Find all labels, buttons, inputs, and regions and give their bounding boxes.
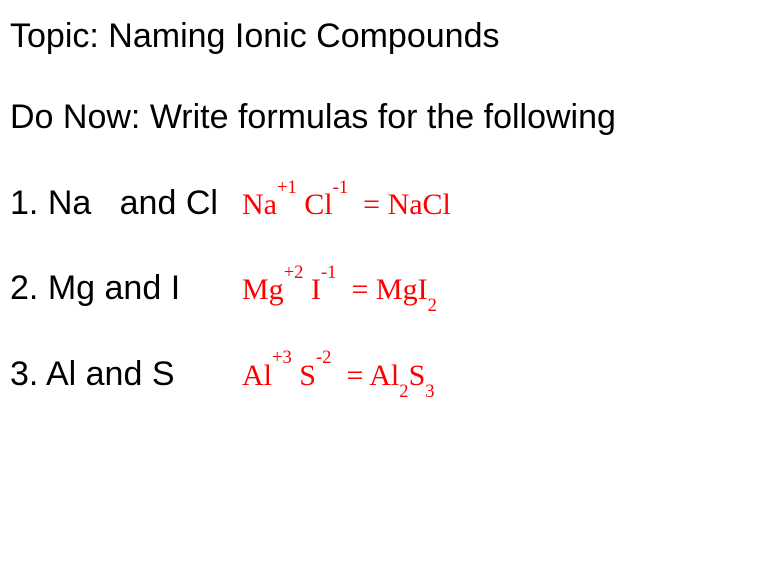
item-element-b: S bbox=[152, 355, 175, 393]
cation-charge: +1 bbox=[277, 177, 297, 198]
item-element-a: Na bbox=[48, 184, 91, 222]
anion-symbol: I bbox=[311, 273, 321, 306]
anion-symbol: S bbox=[299, 359, 316, 392]
item-element-a: Mg bbox=[48, 269, 95, 307]
list-item: 1. Na and Cl Na+1 Cl-1 = NaCl bbox=[10, 185, 758, 222]
item-number: 1. bbox=[10, 184, 38, 222]
do-now-text: Write formulas for the following bbox=[150, 98, 616, 136]
topic-text: Naming Ionic Compounds bbox=[108, 17, 499, 55]
slide: Topic: Naming Ionic Compounds Do Now: Wr… bbox=[0, 0, 768, 451]
cation-symbol: Na bbox=[242, 188, 277, 221]
list-item: 3. Al and S Al+3 S-2 = Al2S3 bbox=[10, 356, 758, 393]
formula-part: Al bbox=[369, 359, 399, 392]
formula-sub: 2 bbox=[428, 295, 437, 316]
formula-part: MgI bbox=[376, 273, 428, 306]
item-element-b: Cl bbox=[186, 184, 218, 222]
formula-part: NaCl bbox=[388, 188, 451, 221]
equals-sign: = bbox=[363, 188, 380, 221]
item-number: 3. bbox=[10, 355, 38, 393]
anion-symbol: Cl bbox=[304, 188, 332, 221]
topic-line: Topic: Naming Ionic Compounds bbox=[10, 18, 758, 55]
topic-label: Topic: bbox=[10, 17, 99, 55]
formula-sub: 3 bbox=[425, 381, 434, 402]
do-now-line: Do Now: Write formulas for the following bbox=[10, 99, 758, 136]
anion-charge: -1 bbox=[333, 177, 349, 198]
item-answer: Na+1 Cl-1 = NaCl bbox=[242, 188, 451, 221]
cation-symbol: Mg bbox=[242, 273, 284, 306]
item-prompt: 3. Al and S bbox=[10, 356, 242, 393]
equals-sign: = bbox=[351, 273, 368, 306]
list-item: 2. Mg and I Mg+2 I-1 = MgI2 bbox=[10, 270, 758, 307]
item-element-b: I bbox=[171, 269, 180, 307]
item-prompt: 2. Mg and I bbox=[10, 270, 242, 307]
anion-charge: -2 bbox=[316, 347, 332, 368]
cation-charge: +3 bbox=[272, 347, 292, 368]
item-joiner: and bbox=[105, 269, 162, 307]
item-answer: Mg+2 I-1 = MgI2 bbox=[242, 273, 437, 306]
formula-part: S bbox=[409, 359, 426, 392]
item-joiner: and bbox=[120, 184, 177, 222]
item-joiner: and bbox=[86, 355, 143, 393]
equals-sign: = bbox=[346, 359, 363, 392]
item-prompt: 1. Na and Cl bbox=[10, 185, 242, 222]
item-number: 2. bbox=[10, 269, 38, 307]
do-now-label: Do Now: bbox=[10, 98, 140, 136]
cation-symbol: Al bbox=[242, 359, 272, 392]
anion-charge: -1 bbox=[321, 262, 337, 283]
cation-charge: +2 bbox=[284, 262, 304, 283]
formula-sub: 2 bbox=[399, 381, 408, 402]
item-element-a: Al bbox=[46, 355, 76, 393]
item-answer: Al+3 S-2 = Al2S3 bbox=[242, 359, 435, 392]
